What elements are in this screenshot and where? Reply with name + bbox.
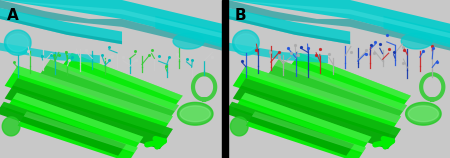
Polygon shape (13, 78, 173, 136)
Polygon shape (230, 102, 354, 148)
Polygon shape (5, 93, 144, 154)
Polygon shape (228, 43, 328, 63)
Text: B: B (235, 8, 247, 23)
Polygon shape (7, 34, 28, 52)
Polygon shape (383, 16, 450, 47)
Polygon shape (228, 16, 350, 44)
Polygon shape (173, 33, 204, 49)
Polygon shape (241, 66, 401, 123)
Polygon shape (0, 0, 222, 38)
Polygon shape (0, 43, 100, 63)
Polygon shape (38, 59, 179, 122)
Polygon shape (241, 78, 401, 136)
Polygon shape (235, 34, 256, 52)
Polygon shape (228, 0, 450, 51)
Polygon shape (2, 117, 20, 136)
Polygon shape (1, 102, 126, 148)
Polygon shape (13, 93, 144, 143)
Polygon shape (228, 0, 450, 44)
Polygon shape (224, 102, 354, 156)
Polygon shape (180, 106, 210, 122)
Text: A: A (7, 8, 18, 23)
Polygon shape (0, 16, 122, 44)
Polygon shape (228, 0, 450, 38)
Polygon shape (61, 53, 183, 110)
Polygon shape (228, 8, 350, 44)
Polygon shape (4, 66, 173, 137)
Polygon shape (401, 33, 432, 49)
Polygon shape (408, 106, 438, 122)
Polygon shape (296, 53, 411, 101)
Polygon shape (177, 102, 213, 125)
Polygon shape (4, 78, 173, 149)
Polygon shape (266, 59, 407, 122)
Polygon shape (13, 66, 173, 123)
Polygon shape (0, 0, 222, 44)
Polygon shape (155, 16, 222, 47)
Polygon shape (0, 0, 222, 51)
Polygon shape (0, 102, 126, 156)
Polygon shape (252, 111, 366, 153)
Polygon shape (234, 93, 372, 154)
Polygon shape (246, 111, 366, 158)
Polygon shape (241, 93, 372, 143)
Polygon shape (23, 111, 138, 153)
Polygon shape (233, 30, 259, 55)
Polygon shape (405, 102, 441, 125)
Polygon shape (18, 111, 138, 158)
Polygon shape (274, 59, 407, 111)
Polygon shape (68, 53, 183, 101)
Polygon shape (4, 30, 31, 55)
Polygon shape (233, 78, 401, 149)
Polygon shape (233, 66, 401, 137)
Polygon shape (230, 117, 248, 136)
Polygon shape (0, 8, 122, 44)
Polygon shape (289, 53, 411, 110)
Polygon shape (46, 59, 179, 111)
